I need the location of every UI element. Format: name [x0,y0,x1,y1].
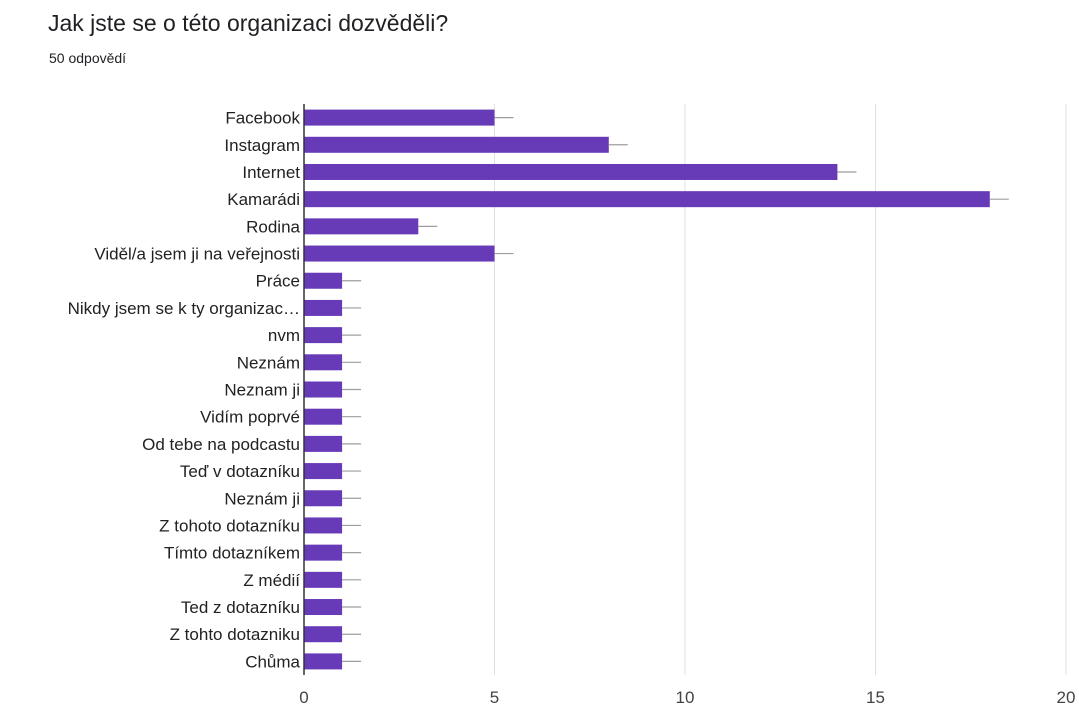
category-label: Ted z dotazníku [181,598,300,617]
bar [304,136,609,153]
bar [304,299,343,316]
category-label: Z médií [243,571,300,590]
bar [304,354,343,371]
category-label: Tímto dotazníkem [164,544,300,563]
x-tick-label: 0 [299,688,308,707]
category-label: Neznám ji [224,489,300,508]
x-tick-label: 5 [490,688,499,707]
category-label: Chůma [245,652,300,671]
bar [304,463,343,480]
bar [304,544,343,561]
bar [304,191,990,208]
bar [304,490,343,507]
category-label: Facebook [225,109,300,128]
category-label: Vidím poprvé [200,408,300,427]
category-label: Instagram [224,136,300,155]
x-tick-label: 10 [676,688,695,707]
category-label: Neznám [237,353,300,372]
bar [304,163,838,180]
bar [304,408,343,425]
category-label: nvm [268,326,300,345]
bar [304,109,495,126]
category-label: Z tohto dotazniku [170,625,300,644]
x-tick-label: 20 [1057,688,1076,707]
bar [304,599,343,616]
category-label: Rodina [246,217,300,236]
bar [304,517,343,534]
bar [304,245,495,262]
x-tick-label: 15 [866,688,885,707]
chart-title: Jak jste se o této organizaci dozvěděli? [48,10,449,36]
bar [304,218,419,235]
category-label: Od tebe na podcastu [142,435,300,454]
bar [304,327,343,344]
category-label: Kamarádi [227,190,300,209]
category-label: Internet [242,163,300,182]
bar [304,571,343,588]
bar [304,381,343,398]
category-label: Práce [256,272,300,291]
bar [304,272,343,289]
bar [304,435,343,452]
bar [304,626,343,643]
category-label: Neznam ji [224,381,300,400]
category-label: Teď v dotazníku [180,462,300,481]
category-label: Viděl/a jsem ji na veřejnosti [94,245,300,264]
category-label: Nikdy jsem se k ty organizac… [68,299,300,318]
bar [304,653,343,670]
response-count: 50 odpovědí [49,50,127,66]
category-label: Z tohoto dotazníku [159,516,300,535]
